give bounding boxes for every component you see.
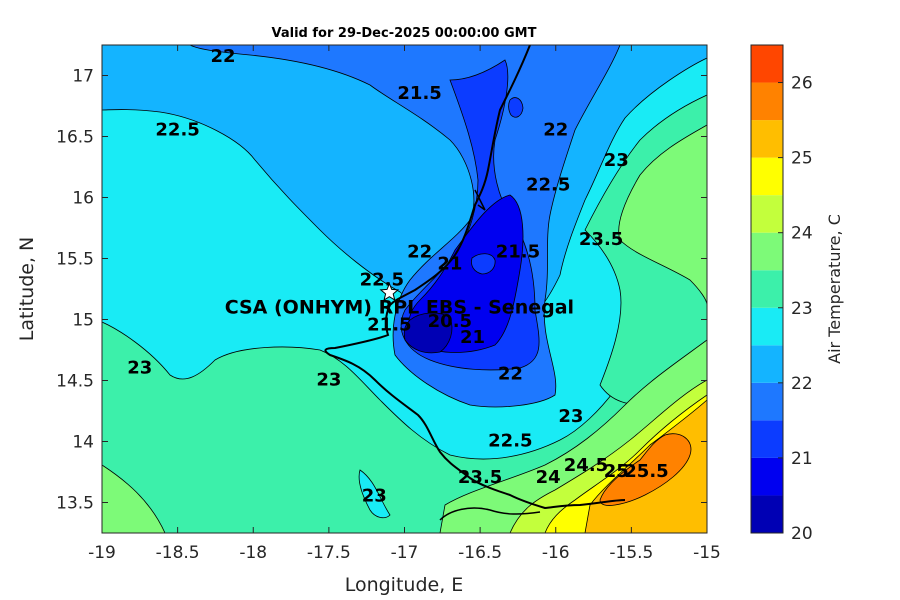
station-label: CSA (ONHYM) RPL EBS - Senegal (225, 297, 574, 319)
y-tick-label: 14.5 (56, 372, 94, 392)
contour-label: 21.5 (367, 315, 411, 336)
contour-label: 22 (498, 363, 523, 384)
x-tick-label: -15.5 (609, 543, 653, 563)
x-axis: -19 -18.5 -18 -17.5 -17 -16.5 -16 -15.5 -15 (88, 45, 721, 563)
colorbar-swatch (751, 307, 783, 346)
x-tick-label: -16 (542, 543, 570, 563)
contour-label: 21 (437, 254, 462, 275)
colorbar: 20 21 22 23 24 25 26 (750, 44, 813, 544)
field-level-21-blob-north (508, 97, 524, 118)
field-level-21-blob (471, 253, 496, 275)
contour-label: 20.5 (428, 311, 472, 332)
contour-label: 22 (210, 46, 235, 67)
colorbar-swatch (751, 420, 783, 458)
contour-label: 23 (362, 485, 387, 506)
colorbar-tick-label: 25 (791, 149, 813, 169)
y-tick-label: 13.5 (56, 494, 94, 514)
contour-label: 22.5 (488, 431, 532, 452)
x-axis-label: Longitude, E (345, 574, 464, 596)
colorbar-swatch (751, 82, 783, 121)
contour-label: 25 (604, 461, 629, 482)
chart-title: Valid for 29-Dec-2025 00:00:00 GMT (272, 26, 537, 41)
colorbar-tick-label: 24 (791, 224, 813, 244)
x-tick-label: -18 (239, 543, 267, 563)
colorbar-swatch (751, 195, 783, 233)
colorbar-tick-label: 22 (791, 374, 813, 394)
field-level-25-5 (599, 433, 692, 506)
y-tick-label: 16.5 (56, 128, 94, 148)
station-marker (379, 282, 400, 301)
x-tick-label: -19 (88, 543, 116, 563)
colorbar-swatch (751, 495, 783, 533)
contour-label: 22.5 (526, 174, 570, 195)
contour-label: 22 (407, 241, 432, 262)
colorbar-swatch (751, 382, 783, 421)
field-level-23-5-east (618, 124, 707, 306)
contour-label: 24.5 (564, 455, 608, 476)
y-tick-label: 15.5 (56, 250, 94, 270)
coastline (324, 45, 626, 510)
colorbar-label: Air Temperature, C (825, 214, 844, 364)
contour-label: 21.5 (397, 83, 441, 104)
colorbar-tick-label: 26 (791, 74, 813, 94)
x-tick-label: -15 (693, 543, 721, 563)
contour-label: 23 (558, 406, 583, 427)
station-star-icon (379, 282, 400, 301)
colorbar-swatch (751, 345, 783, 383)
coastline-detail (474, 189, 486, 211)
x-tick-label: -17 (391, 543, 419, 563)
contour-label: 25.5 (624, 461, 668, 482)
colorbar-swatch (751, 457, 783, 496)
colorbar-swatch (751, 120, 783, 158)
contour-label: 22.5 (155, 119, 199, 140)
contour-label: 23.5 (579, 229, 623, 250)
x-tick-label: -18.5 (156, 543, 200, 563)
coastline-river (439, 507, 541, 521)
contour-label: 23 (316, 370, 341, 391)
y-axis: 13.5 14 14.5 15 15.5 16 16.5 17 (56, 67, 707, 514)
contour-label: 23 (604, 150, 629, 171)
field-level-22-5-island (358, 469, 391, 519)
colorbar-swatch (751, 45, 783, 83)
contour-label: 23 (127, 357, 152, 378)
colorbar-swatch (751, 232, 783, 271)
y-tick-label: 15 (72, 311, 94, 331)
y-tick-label: 16 (72, 189, 94, 209)
colorbar-tick-label: 23 (791, 299, 813, 319)
colorbar-tick-label: 21 (791, 449, 813, 469)
colorbar-swatch (751, 270, 783, 308)
contour-label: 21 (460, 327, 485, 348)
x-tick-label: -17.5 (307, 543, 351, 563)
y-axis-label: Latitude, N (16, 237, 38, 342)
contour-label: 22 (543, 119, 568, 140)
x-tick-label: -16.5 (458, 543, 502, 563)
contour-label: 23.5 (458, 467, 502, 488)
contour-label: 24 (536, 467, 561, 488)
colorbar-frame (750, 44, 784, 534)
y-tick-label: 14 (72, 433, 94, 453)
contour-label: 22.5 (360, 269, 404, 290)
y-tick-label: 17 (72, 67, 94, 87)
colorbar-swatch (751, 157, 783, 196)
contour-label: 21.5 (496, 241, 540, 262)
colorbar-tick-label: 20 (791, 524, 813, 544)
field-level-20 (403, 312, 453, 354)
